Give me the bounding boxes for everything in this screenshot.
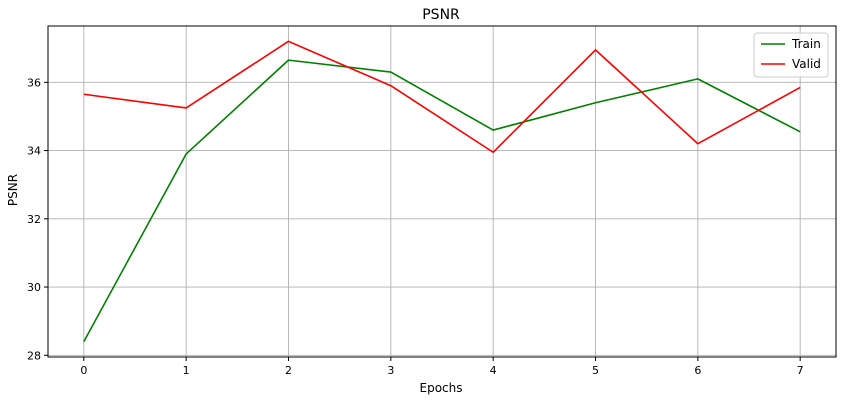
legend-label-valid: Valid [792,57,821,71]
x-tick-label: 7 [797,364,804,377]
chart-title: PSNR [422,7,460,23]
y-tick-label: 30 [27,281,41,294]
legend: Train Valid [753,32,829,78]
x-tick-label: 0 [80,364,87,377]
legend-label-train: Train [791,37,821,51]
x-tick-label: 4 [490,364,497,377]
y-tick-label: 28 [27,349,41,362]
x-tick-label: 1 [183,364,190,377]
x-tick-label: 2 [285,364,292,377]
y-tick-label: 34 [27,145,41,158]
series-line-train [83,59,801,343]
series-line-valid [83,40,801,154]
y-tick-label: 32 [27,213,41,226]
x-axis-label: Epochs [420,381,463,395]
x-tick-label: 5 [592,364,599,377]
x-tick-label: 3 [387,364,394,377]
series-layer [83,40,801,343]
x-tick-label: 6 [694,364,701,377]
y-tick-label: 36 [27,76,41,89]
plot-frame [47,25,837,358]
y-axis-label: PSNR [6,174,20,206]
